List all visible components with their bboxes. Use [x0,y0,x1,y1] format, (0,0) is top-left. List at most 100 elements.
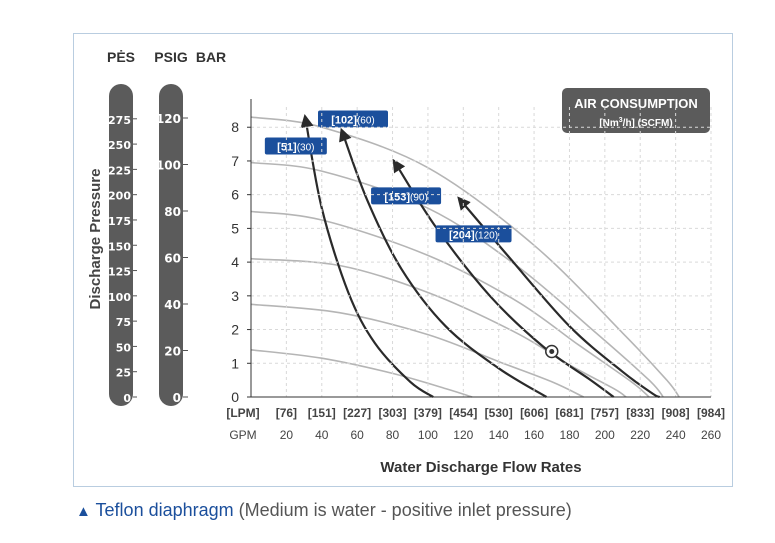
x-tick-gpm: 260 [701,428,721,442]
x-tick-lpm: [227] [343,406,371,420]
x-tick-gpm: GPM [229,428,256,442]
air-curve [300,114,434,398]
air-curve [392,158,615,398]
air-label-bg [435,225,512,243]
psig-scale-bar [159,84,183,406]
pes-tick: 275 [108,114,131,127]
y-tick-bar: 7 [231,153,239,169]
air-consumption-box: AIR CONSUMPTION [Nm3/h] (SCFM) [562,88,710,133]
triangle-icon: ▲ [76,503,91,520]
pes-tick: 25 [116,367,131,380]
y-axis-title: Discharge Pressure [87,169,104,310]
chart-caption: ▲ Teflon diaphragm (Medium is water - po… [76,500,572,521]
y-scale-header: PĖS [107,49,135,65]
pes-tick: 250 [108,139,131,152]
y-tick-bar: 4 [231,254,239,270]
x-tick-gpm: 20 [280,428,294,442]
pes-tick: 75 [116,316,131,329]
air-curve-label: [153](90) [371,187,442,205]
air-label-scfm: (120) [475,230,498,241]
psig-tick: 0 [173,391,181,405]
x-tick-gpm: 80 [386,428,400,442]
y-scale-header: BAR [196,49,226,65]
pes-tick: 50 [116,341,132,354]
air-box-unit-prefix: [Nm [599,118,619,129]
air-label-bg [264,137,327,155]
air-box-unit-sup: 3 [619,117,623,124]
air-label-nm: [153] [384,191,410,203]
x-tick-lpm: [151] [308,406,336,420]
air-curve [457,196,661,399]
x-tick-gpm: 60 [350,428,364,442]
pes-tick: 0 [123,392,131,405]
x-tick-lpm: [454] [449,406,477,420]
psig-tick: 80 [164,205,181,219]
x-tick-lpm: [908] [662,406,690,420]
air-label-nm: [204] [449,229,475,241]
air-label-bg [371,187,442,205]
y-tick-bar: 1 [231,355,239,371]
air-label-bg [318,110,388,128]
psig-tick: 60 [164,252,181,266]
pressure-curve [250,161,664,398]
psig-tick: 100 [156,159,181,173]
air-label-text: [153](90) [384,191,427,203]
air-label-scfm: (30) [297,142,315,153]
x-tick-lpm: [984] [697,406,725,420]
air-box-unit-suffix: /h] (SCFM) [623,118,673,129]
x-tick-lpm: [606] [520,406,548,420]
operating-point-dot [549,348,555,354]
pressure-curve [250,210,650,398]
x-tick-lpm: [681] [555,406,583,420]
pressure-curve [250,303,584,398]
x-tick-lpm: [379] [414,406,442,420]
pes-tick: 225 [108,164,131,177]
x-tick-gpm: 120 [453,428,473,442]
y-tick-bar: 0 [231,389,239,405]
pes-tick: 100 [108,291,131,304]
y-tick-bar: 5 [231,220,239,236]
caption-note: (Medium is water - positive inlet pressu… [238,500,572,520]
x-tick-gpm: 200 [595,428,615,442]
x-tick-lpm: [757] [591,406,619,420]
x-tick-gpm: 140 [489,428,509,442]
psig-tick: 20 [164,345,181,359]
pes-tick: 200 [108,190,131,203]
y-tick-bar: 6 [231,187,239,203]
psig-tick: 40 [164,298,181,312]
air-label-scfm: (60) [357,115,375,126]
air-curve-label: [51](30) [264,137,327,155]
x-tick-gpm: 40 [315,428,329,442]
y-scale-header: PSIG [154,49,188,65]
x-tick-lpm: [303] [379,406,407,420]
air-label-text: [204](120) [449,229,498,241]
pes-tick: 125 [108,266,131,279]
air-label-scfm: (90) [410,192,428,203]
pes-scale-bar [109,84,133,406]
x-tick-lpm: [LPM] [226,406,259,420]
air-label-nm: [102] [331,114,357,126]
air-box-bg [562,88,710,133]
pressure-curve [250,116,680,398]
y-tick-bar: 8 [231,119,239,135]
x-tick-gpm: 220 [630,428,650,442]
y-tick-bar: 2 [231,322,239,338]
air-box-unit: [Nm3/h] (SCFM) [599,117,672,129]
pes-tick: 150 [108,240,131,253]
x-tick-lpm: [530] [485,406,513,420]
air-curve-label: [204](120) [435,225,512,243]
x-tick-lpm: [833] [626,406,654,420]
x-tick-gpm: 180 [559,428,579,442]
air-box-title: AIR CONSUMPTION [574,96,698,111]
air-label-nm: [51] [277,141,297,153]
x-tick-lpm: [76] [276,406,297,420]
x-tick-gpm: 160 [524,428,544,442]
chart-frame: [51](30) [102](60) [153](90) [204](120) AIR … [73,33,733,487]
x-tick-gpm: 100 [418,428,438,442]
x-axis-title: Water Discharge Flow Rates [380,459,581,476]
psig-tick: 120 [156,112,181,126]
pes-tick: 175 [108,215,131,228]
x-tick-gpm: 240 [666,428,686,442]
air-label-text: [51](30) [277,141,314,153]
pressure-curve [250,349,473,398]
